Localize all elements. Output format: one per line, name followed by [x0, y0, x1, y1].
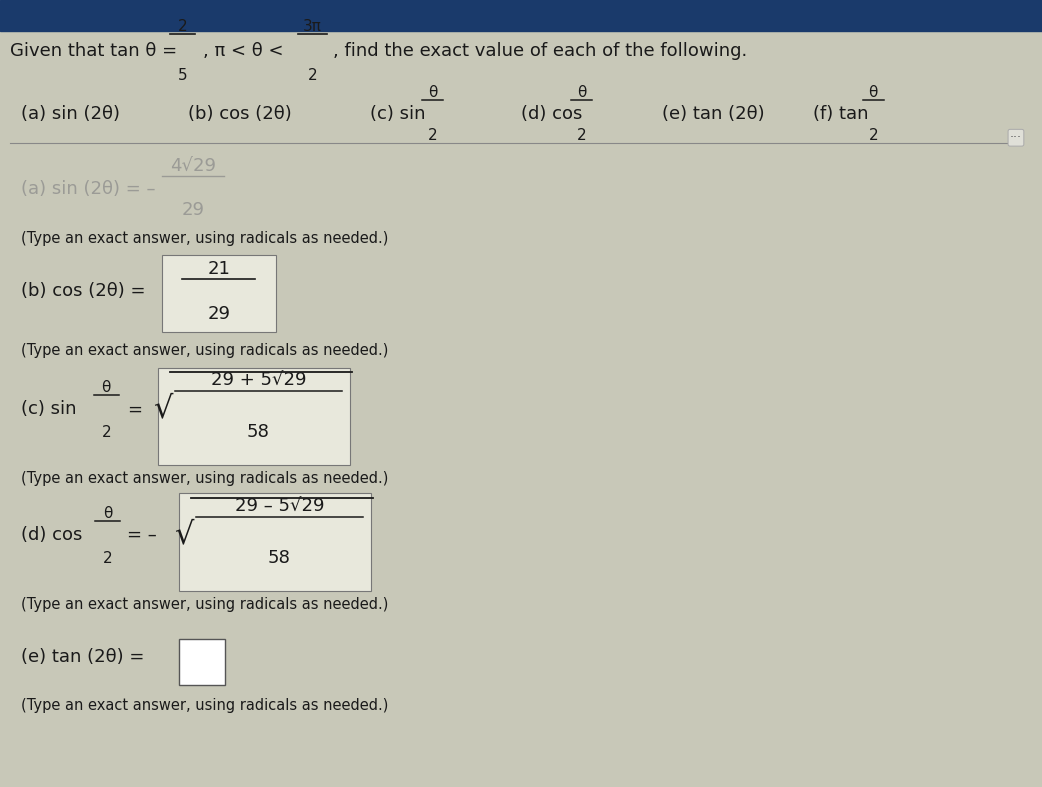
Text: 2: 2: [427, 128, 438, 143]
Text: (d) cos: (d) cos: [521, 105, 582, 123]
Text: (c) sin: (c) sin: [370, 105, 425, 123]
FancyBboxPatch shape: [162, 255, 276, 332]
Text: 29 – 5√29: 29 – 5√29: [234, 497, 324, 515]
Text: (e) tan (2θ): (e) tan (2θ): [662, 105, 764, 123]
Text: Given that tan θ =: Given that tan θ =: [10, 42, 183, 60]
Text: θ: θ: [102, 380, 110, 395]
Text: (Type an exact answer, using radicals as needed.): (Type an exact answer, using radicals as…: [21, 471, 389, 486]
Text: (c) sin: (c) sin: [21, 401, 76, 418]
FancyBboxPatch shape: [179, 639, 225, 685]
Text: 2: 2: [307, 68, 318, 83]
FancyBboxPatch shape: [158, 368, 350, 465]
Text: θ: θ: [869, 85, 877, 100]
Text: (e) tan (2θ) =: (e) tan (2θ) =: [21, 648, 144, 666]
FancyBboxPatch shape: [179, 493, 371, 591]
Text: (f) tan: (f) tan: [813, 105, 868, 123]
Text: (b) cos (2θ) =: (b) cos (2θ) =: [21, 283, 145, 300]
Text: 2: 2: [868, 128, 878, 143]
Text: √: √: [174, 521, 194, 549]
Text: 2: 2: [177, 19, 188, 34]
Text: 2: 2: [102, 551, 113, 566]
Text: 5: 5: [177, 68, 188, 83]
Text: , find the exact value of each of the following.: , find the exact value of each of the fo…: [333, 42, 748, 60]
Text: √: √: [153, 395, 173, 423]
Text: 2: 2: [576, 128, 587, 143]
Text: 29 + 5√29: 29 + 5√29: [210, 371, 306, 389]
Text: 3π: 3π: [303, 19, 322, 34]
Text: =: =: [127, 401, 142, 418]
Text: 4√29: 4√29: [170, 157, 216, 175]
Text: 2: 2: [101, 425, 111, 440]
Bar: [0, 0, 1042, 31]
Text: 58: 58: [247, 423, 270, 442]
Text: 58: 58: [268, 549, 291, 567]
Text: (Type an exact answer, using radicals as needed.): (Type an exact answer, using radicals as…: [21, 597, 389, 612]
Text: (Type an exact answer, using radicals as needed.): (Type an exact answer, using radicals as…: [21, 342, 389, 358]
Text: (b) cos (2θ): (b) cos (2θ): [188, 105, 292, 123]
Text: (Type an exact answer, using radicals as needed.): (Type an exact answer, using radicals as…: [21, 698, 389, 714]
Text: , π < θ <: , π < θ <: [203, 42, 283, 60]
Text: ···: ···: [1010, 131, 1022, 144]
Text: 29: 29: [207, 305, 230, 323]
Text: (d) cos: (d) cos: [21, 527, 82, 544]
Text: 21: 21: [207, 260, 230, 278]
Text: (a) sin (2θ) = –: (a) sin (2θ) = –: [21, 180, 155, 198]
Text: 29: 29: [181, 201, 204, 219]
Text: θ: θ: [428, 85, 437, 100]
Text: (Type an exact answer, using radicals as needed.): (Type an exact answer, using radicals as…: [21, 231, 389, 246]
Text: (a) sin (2θ): (a) sin (2θ): [21, 105, 120, 123]
Text: θ: θ: [577, 85, 586, 100]
Text: = –: = –: [127, 527, 157, 544]
Text: θ: θ: [103, 506, 111, 521]
